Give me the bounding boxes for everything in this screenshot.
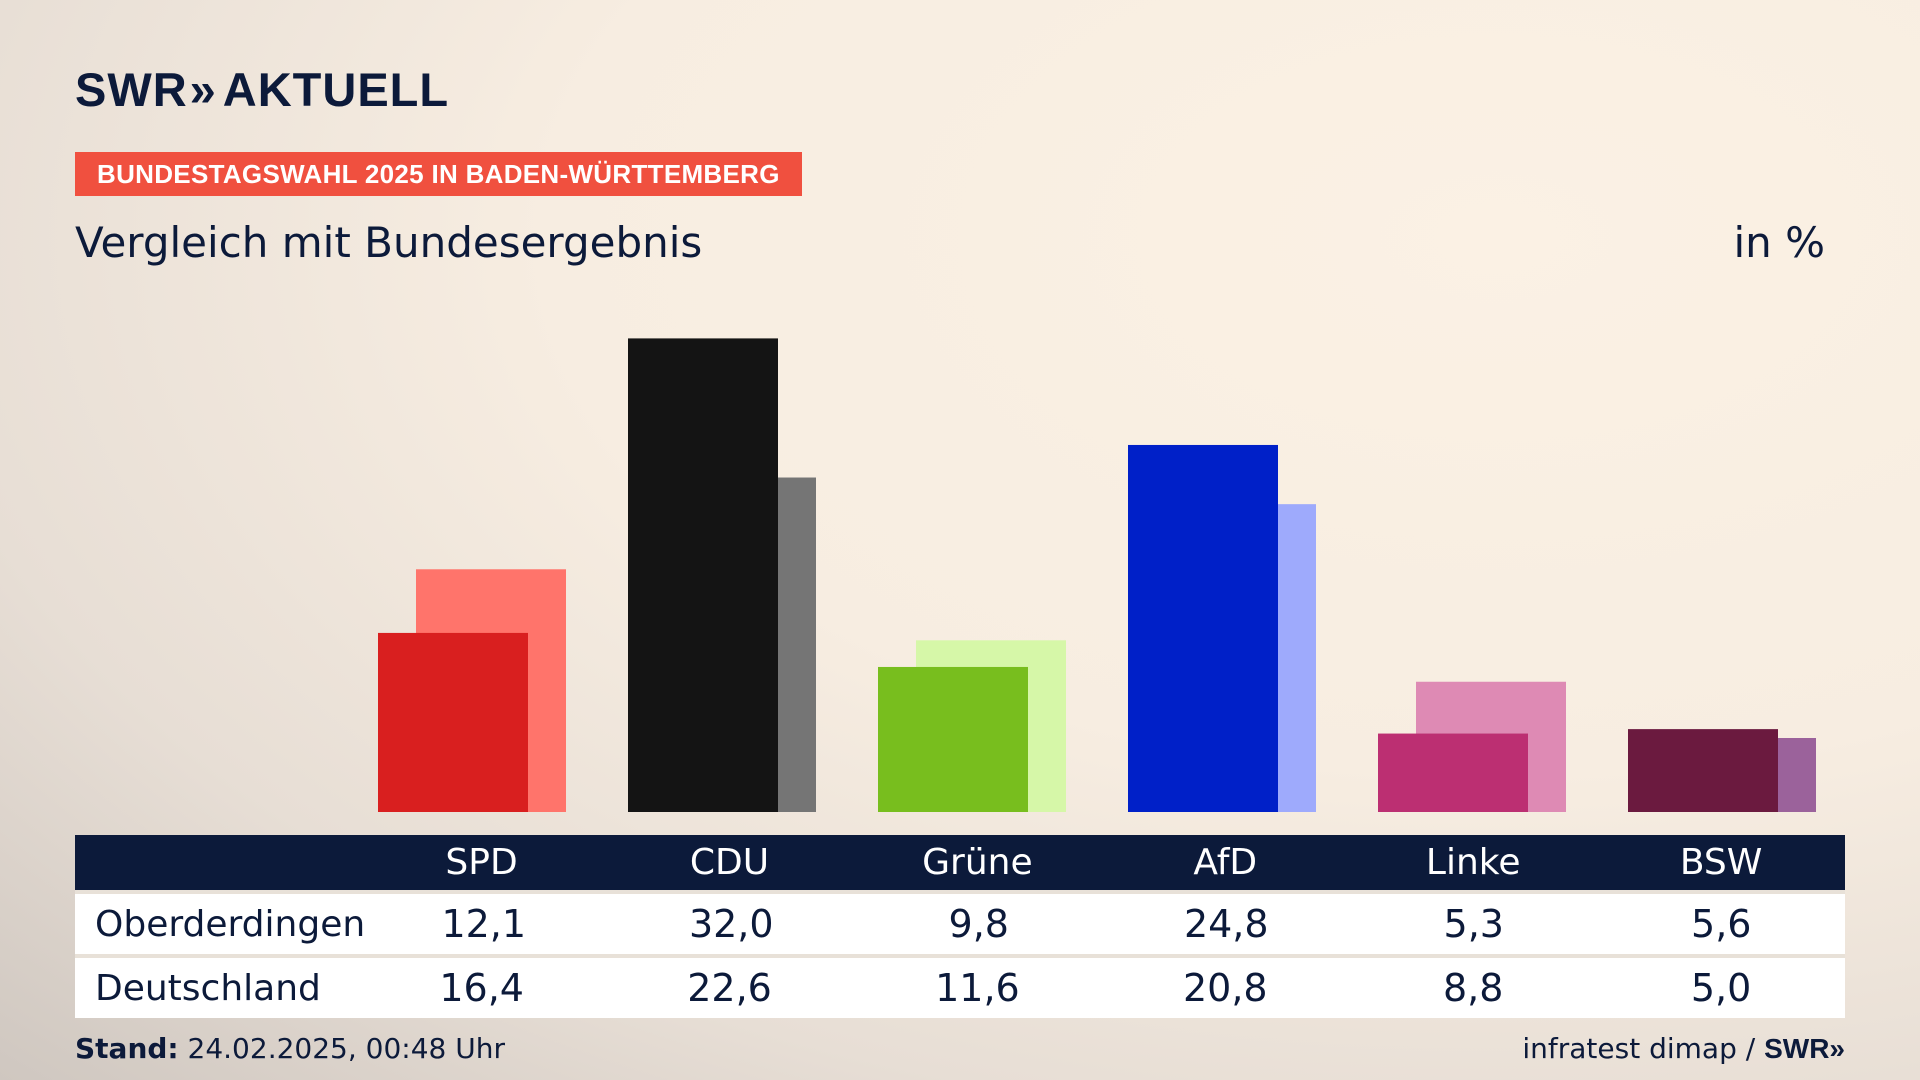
table-row: Oberderdingen 12,1 32,0 9,8 24,8 5,3 5,6 (75, 890, 1845, 954)
source-credit: infratest dimap / SWR» (1522, 1032, 1845, 1065)
table-cell: 24,8 (1183, 902, 1269, 946)
column-header: CDU (689, 842, 770, 883)
table-cell: 16,4 (439, 966, 524, 1010)
table-cell: 22,6 (687, 966, 772, 1010)
swr-brand: SWR» (1764, 1033, 1845, 1064)
table-cell: 5,3 (1443, 902, 1504, 946)
bar-oberderdingen-afd (1128, 444, 1278, 812)
stand-label: Stand: (75, 1032, 179, 1065)
table-cell: 12,1 (441, 902, 527, 946)
table-cell: 32,0 (688, 902, 774, 946)
table-cell: 9,8 (948, 902, 1009, 946)
table-cell: 5,0 (1690, 966, 1752, 1010)
bar-oberderdingen-grüne (878, 666, 1028, 812)
table-cell: 20,8 (1183, 966, 1268, 1010)
row-label: Deutschland (95, 967, 321, 1009)
column-header: SPD (445, 842, 518, 883)
unit-label: in % (1733, 218, 1825, 267)
bar-oberderdingen-bsw (1628, 729, 1778, 812)
column-header: BSW (1679, 842, 1763, 883)
stand-value: 24.02.2025, 00:48 Uhr (187, 1032, 505, 1065)
results-table: SPD CDU Grüne AfD Linke BSW Oberderdinge… (75, 835, 1845, 1018)
bar-oberderdingen-cdu (628, 338, 778, 812)
table-header: SPD CDU Grüne AfD Linke BSW (75, 835, 1845, 890)
table-cell: 11,6 (935, 966, 1020, 1010)
election-tag: BUNDESTAGSWAHL 2025 IN BADEN-WÜRTTEMBERG (75, 152, 802, 196)
bar-oberderdingen-linke (1378, 733, 1528, 812)
column-header: Linke (1425, 842, 1521, 883)
column-header: AfD (1193, 842, 1258, 883)
bar-oberderdingen-spd (378, 632, 528, 812)
row-label: Oberderdingen (95, 903, 366, 945)
column-header: Grüne (922, 842, 1033, 883)
swr-aktuell-logo: SWR» AKTUELL (75, 63, 450, 116)
table-row: Deutschland 16,4 22,6 11,6 20,8 8,8 5,0 (75, 954, 1845, 1018)
timestamp: Stand: 24.02.2025, 00:48 Uhr (75, 1032, 505, 1065)
chart-subtitle: Vergleich mit Bundesergebnis (75, 218, 703, 267)
table-cell: 8,8 (1442, 966, 1504, 1010)
source-text: infratest dimap / (1522, 1032, 1756, 1065)
table-cell: 5,6 (1691, 902, 1752, 946)
